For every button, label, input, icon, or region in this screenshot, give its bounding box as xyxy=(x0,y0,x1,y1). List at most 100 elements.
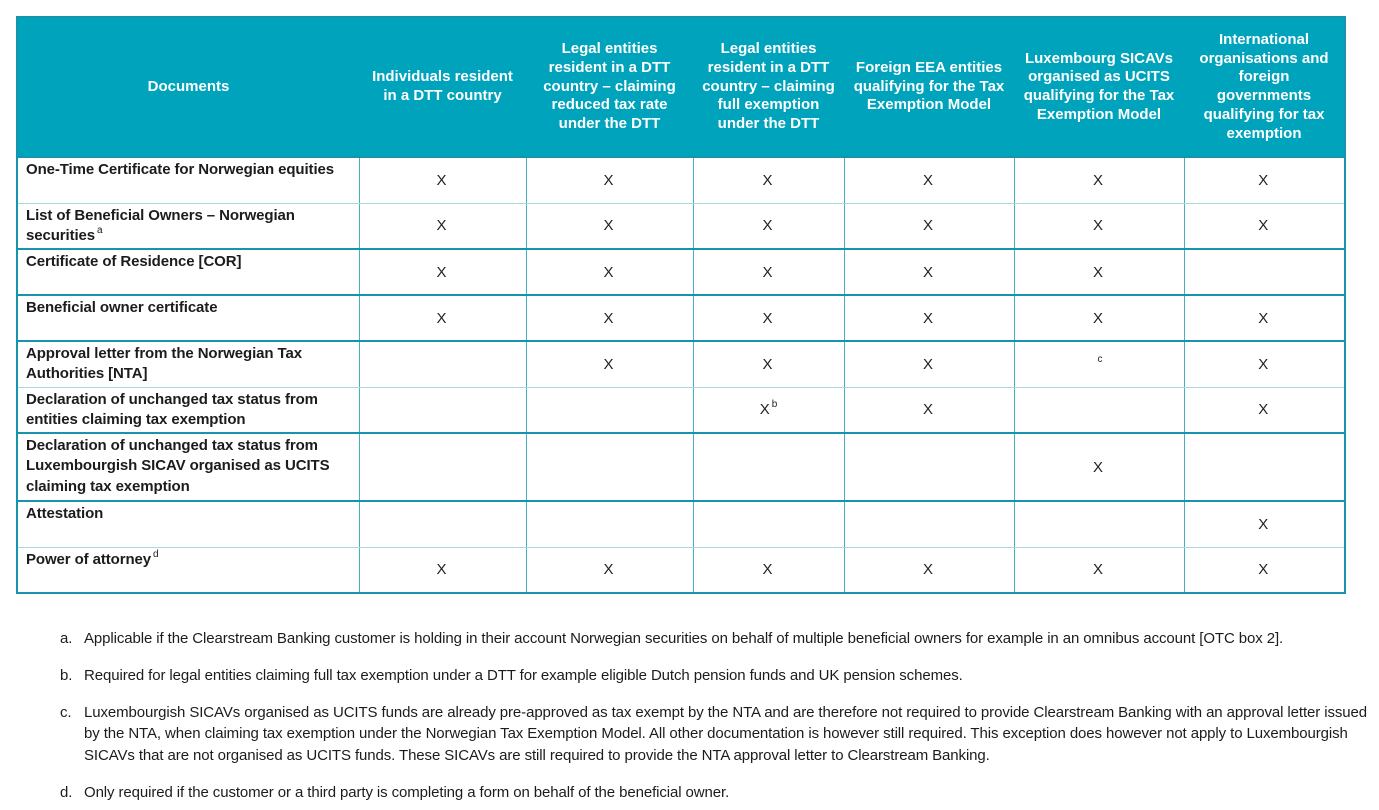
mark-cell: X xyxy=(692,295,844,342)
mark-cell: X xyxy=(1183,387,1345,434)
document-name-cell: Declaration of unchanged tax status from… xyxy=(17,387,359,434)
mark-cell: X xyxy=(1183,157,1345,204)
table-row: One-Time Certificate for Norwegian equit… xyxy=(17,157,1345,204)
document-name: Declaration of unchanged tax status from… xyxy=(26,437,330,495)
table-row: Power of attorney d X X X X X X xyxy=(17,547,1345,593)
mark-cell: X xyxy=(692,249,844,296)
mark-cell: X xyxy=(1183,203,1345,250)
mark-cell: X xyxy=(843,295,1014,342)
document-name-cell: List of Beneficial Owners – Norwegian se… xyxy=(17,203,359,250)
mark-cell xyxy=(525,501,693,548)
mark-cell: X xyxy=(1013,433,1184,502)
document-name-cell: Declaration of unchanged tax status from… xyxy=(17,433,359,502)
mark-cell: X xyxy=(525,547,693,593)
column-header-luxembourg-sicavs: Luxembourg SICAVs organised as UCITS qua… xyxy=(1014,17,1184,157)
mark-cell: X xyxy=(1013,547,1184,593)
footnote-c: c. Luxembourgish SICAVs organised as UCI… xyxy=(60,702,1369,767)
mark-cell xyxy=(358,501,526,548)
mark-cell: X xyxy=(525,295,693,342)
column-header-legal-entities-reduced-rate: Legal entities resident in a DTT country… xyxy=(526,17,693,157)
table-row: Beneficial owner certificate X X X X X X xyxy=(17,295,1345,342)
mark-cell xyxy=(358,387,526,434)
documents-requirements-table: Documents Individuals resident in a DTT … xyxy=(16,16,1346,594)
footnote-a: a. Applicable if the Clearstream Banking… xyxy=(60,628,1369,650)
document-name: Power of attorney xyxy=(26,550,151,568)
mark-cell xyxy=(1013,501,1184,548)
mark-cell xyxy=(525,387,693,434)
document-name: Approval letter from the Norwegian Tax A… xyxy=(26,345,302,383)
mark-cell: X xyxy=(843,547,1014,593)
mark-cell: X xyxy=(1013,203,1184,250)
mark-cell xyxy=(843,501,1014,548)
mark-cell: X xyxy=(843,387,1014,434)
document-name-cell: Approval letter from the Norwegian Tax A… xyxy=(17,341,359,388)
footnote-text: Only required if the customer or a third… xyxy=(84,783,730,801)
document-name: List of Beneficial Owners – Norwegian se… xyxy=(26,206,295,244)
mark-cell: c xyxy=(1013,341,1184,388)
footnote-text: Luxembourgish SICAVs organised as UCITS … xyxy=(84,703,1368,765)
table-header-row: Documents Individuals resident in a DTT … xyxy=(17,17,1345,157)
document-name-cell: Attestation xyxy=(17,501,359,548)
mark-cell: X xyxy=(358,547,526,593)
column-header-documents: Documents xyxy=(17,17,359,157)
footnote-label: c. xyxy=(60,703,72,721)
mark-cell: X xyxy=(525,157,693,204)
document-name: Declaration of unchanged tax status from… xyxy=(26,390,318,428)
footnote-text: Applicable if the Clearstream Banking cu… xyxy=(84,630,1284,647)
mark-cell: X xyxy=(692,157,844,204)
mark-cell: X xyxy=(358,249,526,296)
column-header-international-organisations: International organisations and foreign … xyxy=(1184,17,1345,157)
mark-cell: X xyxy=(692,547,844,593)
mark-cell: X xyxy=(358,203,526,250)
mark-cell xyxy=(692,433,844,502)
footnote-label: a. xyxy=(60,630,73,647)
mark-cell: X xyxy=(525,203,693,250)
footnote-label: d. xyxy=(60,783,73,801)
mark-cell: X xyxy=(843,249,1014,296)
footnote-ref: d xyxy=(153,548,159,560)
mark-cell xyxy=(525,433,693,502)
mark-cell: X xyxy=(843,203,1014,250)
mark-cell: X xyxy=(1013,157,1184,204)
mark-cell xyxy=(843,433,1014,502)
table-row: Approval letter from the Norwegian Tax A… xyxy=(17,341,1345,388)
mark-cell xyxy=(358,341,526,388)
table-row: Declaration of unchanged tax status from… xyxy=(17,387,1345,434)
mark-cell: X xyxy=(1183,547,1345,593)
mark-cell: X xyxy=(358,157,526,204)
table-row: List of Beneficial Owners – Norwegian se… xyxy=(17,203,1345,250)
mark-cell xyxy=(358,433,526,502)
footnote-d: d. Only required if the customer or a th… xyxy=(60,782,1369,804)
mark-cell: X xyxy=(525,249,693,296)
mark-cell: X xyxy=(843,157,1014,204)
mark-cell: X xyxy=(358,295,526,342)
document-name: One-Time Certificate for Norwegian equit… xyxy=(26,161,334,178)
document-name-cell: Power of attorney d xyxy=(17,547,359,593)
footnote-ref: a xyxy=(97,224,103,236)
mark-cell xyxy=(1183,433,1345,502)
document-name: Certificate of Residence [COR] xyxy=(26,253,242,270)
mark-cell xyxy=(692,501,844,548)
mark-cell: X xyxy=(1183,501,1345,548)
table-row: Attestation X xyxy=(17,501,1345,548)
mark-cell xyxy=(1183,249,1345,296)
mark-cell: X xyxy=(1183,295,1345,342)
mark-cell: X xyxy=(692,203,844,250)
mark-cell: X xyxy=(692,341,844,388)
mark-cell: X xyxy=(1183,341,1345,388)
mark-cell: X xyxy=(843,341,1014,388)
document-name: Beneficial owner certificate xyxy=(26,299,218,316)
column-header-foreign-eea: Foreign EEA entities qualifying for the … xyxy=(844,17,1014,157)
mark-cell: X xyxy=(1013,249,1184,296)
document-name-cell: Certificate of Residence [COR] xyxy=(17,249,359,296)
table-row: Declaration of unchanged tax status from… xyxy=(17,433,1345,502)
footnote-text: Required for legal entities claiming ful… xyxy=(84,666,963,684)
column-header-individuals-dtt: Individuals resident in a DTT country xyxy=(359,17,526,157)
table-row: Certificate of Residence [COR] X X X X X xyxy=(17,249,1345,296)
footnote-label: b. xyxy=(60,666,73,684)
mark-cell: X xyxy=(1013,295,1184,342)
footnotes-section: a. Applicable if the Clearstream Banking… xyxy=(60,628,1369,804)
document-name-cell: One-Time Certificate for Norwegian equit… xyxy=(17,157,359,204)
